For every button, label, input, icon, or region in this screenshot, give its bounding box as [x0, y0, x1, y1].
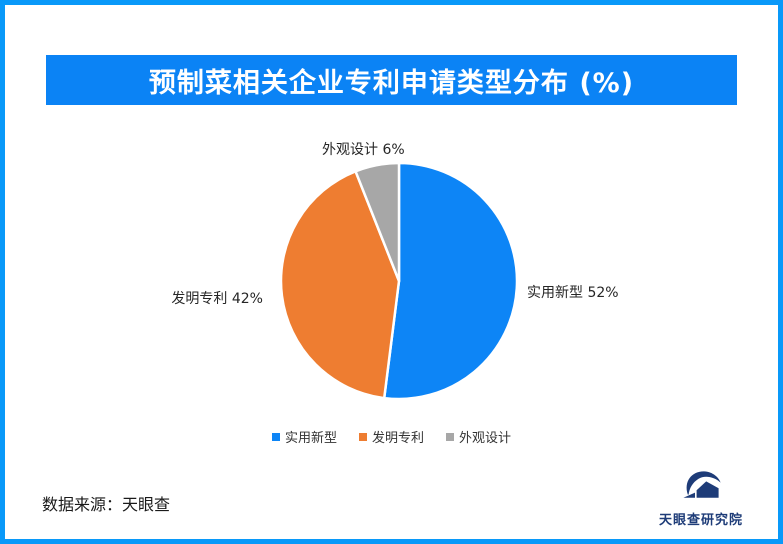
pie-label-invention: 发明专利 42%	[171, 291, 263, 307]
chart-title: 预制菜相关企业专利申请类型分布 (%)	[148, 67, 635, 99]
pie-chart	[279, 161, 519, 401]
data-source-text: 数据来源：天眼查	[42, 495, 171, 514]
legend-label: 发明专利	[371, 431, 424, 446]
legend-item-0: 实用新型	[271, 427, 337, 446]
pie-label-design: 外观设计 6%	[322, 142, 405, 158]
legend-label: 实用新型	[284, 431, 337, 446]
tianyancha-logo: 天眼查研究院	[653, 465, 749, 528]
tianyancha-logo-text: 天眼查研究院	[658, 513, 743, 528]
legend-label: 外观设计	[459, 431, 512, 446]
chart-title-banner: 预制菜相关企业专利申请类型分布 (%)	[46, 55, 737, 105]
legend-swatch-icon	[446, 432, 454, 441]
tianyancha-logo-icon	[683, 471, 721, 498]
legend-item-1: 发明专利	[358, 427, 424, 446]
pie-slice-2	[354, 161, 401, 283]
pie-label-utility: 实用新型 52%	[527, 285, 619, 301]
pie-slice-0	[382, 161, 519, 401]
chart-legend: 实用新型 发明专利 外观设计	[5, 427, 778, 446]
legend-item-2: 外观设计	[446, 427, 511, 446]
legend-swatch-icon	[271, 432, 280, 441]
legend-swatch-icon	[358, 432, 367, 441]
pie-slice-1	[279, 170, 401, 400]
